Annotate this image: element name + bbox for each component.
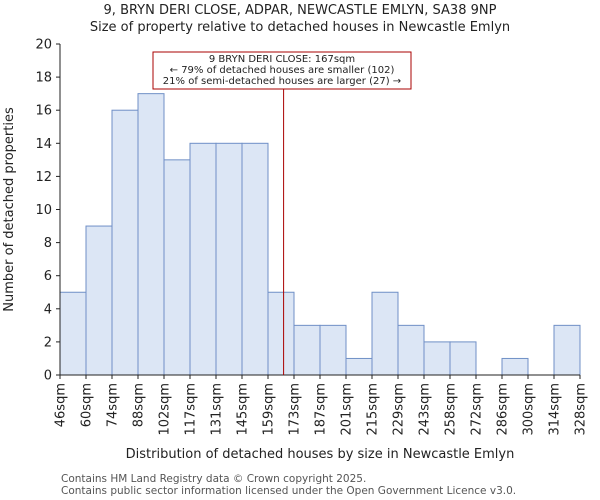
y-tick-label-14: 14 [35, 137, 52, 152]
x-tick-label-88sqm: 88sqm [132, 383, 147, 427]
y-tick-label-10: 10 [35, 203, 52, 218]
y-axis: 0 2 4 6 8 10 12 14 16 18 20 [35, 38, 61, 384]
x-tick-label-145sqm: 145sqm [236, 383, 251, 436]
x-axis-label: Distribution of detached houses by size … [126, 447, 515, 462]
bar-201sqm [345, 357, 373, 376]
chart-title: Size of property relative to detached ho… [89, 20, 511, 35]
x-tick-label-102sqm: 102sqm [158, 383, 173, 436]
bar-286sqm [501, 357, 529, 376]
bar-117sqm [189, 142, 217, 376]
x-tick-label-173sqm: 173sqm [288, 383, 303, 436]
x-axis: 46sqm 60sqm 74sqm 88sqm 102sqm 117sqm 131sqm 14… [54, 374, 589, 436]
footer-copyright: Contains HM Land Registry data © Crown c… [61, 473, 367, 485]
annotation-border [152, 51, 412, 90]
x-tick-label-286sqm: 286sqm [496, 383, 511, 436]
annotation-line-3: 21% of semi-detached houses are larger (… [163, 76, 401, 87]
x-tick-label-187sqm: 187sqm [314, 383, 329, 436]
bar-88sqm [137, 93, 165, 376]
x-tick-label-117sqm: 117sqm [184, 383, 199, 436]
bar-74sqm [111, 109, 139, 376]
y-tick-label-2: 2 [44, 335, 52, 350]
x-tick-label-159sqm: 159sqm [262, 383, 277, 436]
annotation-line-2: ← 79% of detached houses are smaller (10… [170, 65, 395, 76]
bar-229sqm [397, 324, 425, 376]
y-tick-label-0: 0 [44, 369, 52, 384]
x-tick-label-215sqm: 215sqm [366, 383, 381, 436]
x-tick-label-131sqm: 131sqm [210, 383, 225, 436]
annotation-box: 9 BRYN DERI CLOSE: 167sqm ← 79% of detac… [152, 51, 412, 90]
x-tick-label-272sqm: 272sqm [470, 383, 485, 436]
bar-215sqm [371, 291, 399, 376]
x-tick-label-60sqm: 60sqm [80, 383, 95, 427]
bar-243sqm [423, 341, 451, 376]
x-tick-label-46sqm: 46sqm [54, 383, 69, 427]
y-axis-label: Number of detached properties [2, 107, 17, 312]
footer-licence: Contains public sector information licen… [61, 485, 517, 497]
annotation-line-1: 9 BRYN DERI CLOSE: 167sqm [209, 54, 355, 65]
bar-131sqm [215, 142, 243, 376]
y-tick-label-16: 16 [35, 104, 52, 119]
chart-title-address: 9, BRYN DERI CLOSE, ADPAR, NEWCASTLE EML… [103, 3, 497, 18]
bar-258sqm [449, 341, 477, 376]
bar-159sqm [267, 291, 295, 376]
x-tick-label-201sqm: 201sqm [340, 383, 355, 436]
x-tick-label-229sqm: 229sqm [392, 383, 407, 436]
y-tick-label-18: 18 [35, 71, 52, 86]
y-tick-label-20: 20 [35, 38, 52, 53]
bar-314sqm [553, 324, 581, 376]
x-tick-label-300sqm: 300sqm [522, 383, 537, 436]
y-tick-label-8: 8 [44, 236, 52, 251]
x-tick-label-243sqm: 243sqm [418, 383, 433, 436]
y-tick-label-4: 4 [44, 302, 52, 317]
bar-145sqm [241, 142, 269, 376]
y-tick-label-12: 12 [35, 170, 52, 185]
x-tick-label-328sqm: 328sqm [574, 383, 589, 436]
bars-group [59, 93, 581, 376]
bar-187sqm [319, 324, 347, 376]
bar-173sqm [293, 324, 321, 376]
bar-102sqm [163, 159, 191, 376]
bar-46sqm [59, 291, 87, 376]
x-tick-label-74sqm: 74sqm [106, 383, 121, 427]
x-tick-label-314sqm: 314sqm [548, 383, 563, 436]
bar-60sqm [85, 225, 113, 376]
y-tick-label-6: 6 [44, 269, 52, 284]
x-tick-label-258sqm: 258sqm [444, 383, 459, 436]
